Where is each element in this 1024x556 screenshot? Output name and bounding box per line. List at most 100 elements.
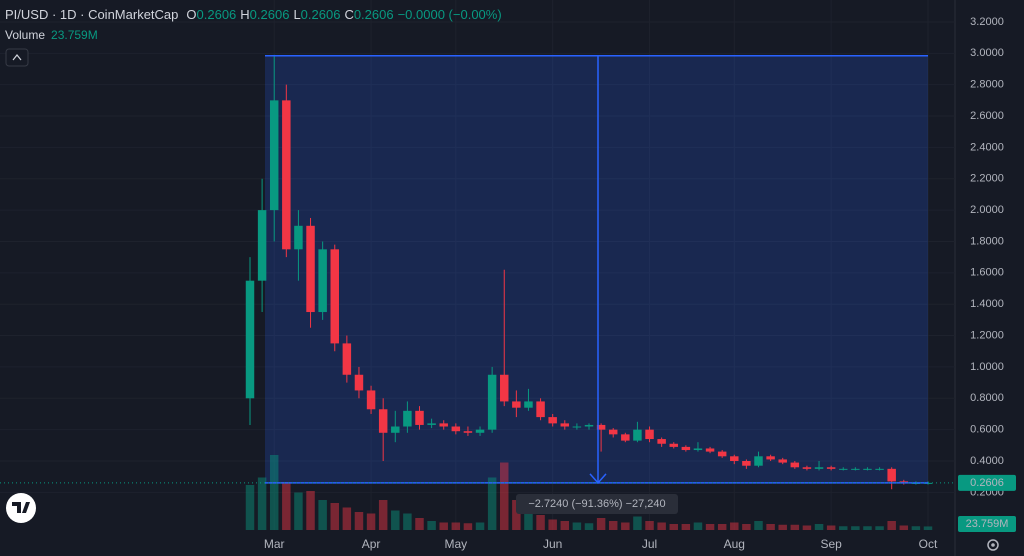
volume-bar [839,526,848,530]
candle-body [621,434,630,441]
y-tick-label: 1.0000 [970,361,1004,373]
volume-tag-label: 23.759M [966,518,1009,530]
volume-bar [923,526,933,530]
x-tick-label: Jul [642,537,657,551]
candle-body [536,401,545,418]
candle-body [730,456,739,462]
volume-value: 23.759M [51,28,98,42]
candle-body [790,462,800,468]
measure-arrow-head [589,473,607,484]
candle-body [802,467,812,469]
y-tick-label: 0.8000 [970,392,1004,404]
volume-bar [512,500,521,530]
ohlc-value: 0.2606 [354,7,394,22]
candle-body [451,426,461,432]
volume-bar [391,510,400,530]
candle-body [403,410,412,427]
volume-bar [633,516,642,530]
candle-body [645,429,654,440]
volume-bar [851,526,860,530]
volume-bar [439,522,448,530]
candle-body [282,100,291,250]
candle-body [366,390,376,410]
y-tick-label: 2.4000 [970,141,1004,153]
candle-body [863,468,872,470]
volume-bar [536,515,545,530]
candle-body [693,448,703,451]
candle-body [669,443,678,447]
collapse-button[interactable] [5,48,29,67]
volume-bar [378,500,388,530]
y-tick-label: 1.4000 [970,298,1004,310]
volume-bar [354,512,364,530]
volume-bar [681,524,691,530]
y-tick-label: 0.6000 [970,424,1004,436]
change: −0.0000 (−0.00%) [398,7,502,22]
volume-bar [487,477,497,530]
volume-bar [705,524,715,530]
y-tick-label: 1.6000 [970,267,1004,279]
candle-body [548,417,557,424]
legend: PI/USD · 1D · CoinMarketCap O0.2606 H0.260… [5,7,502,22]
gear[interactable] [987,539,999,551]
candle-body [778,459,787,463]
ohlc-key: C [344,7,353,22]
volume-bar [584,523,594,530]
collapse-box[interactable] [5,48,29,67]
volume-bar [475,522,485,530]
volume-legend: Volume 23.759M [5,28,98,42]
y-tick-label: 2.0000 [970,204,1004,216]
volume-bar [596,518,606,530]
y-tick-label: 1.8000 [970,235,1004,247]
volume-bar [754,521,763,530]
tv-logo[interactable] [6,493,36,523]
ohlc-value: 0.2606 [250,7,290,22]
volume-bar [766,524,775,530]
candle-body [318,249,327,313]
volume-bar [318,500,327,530]
collapse-icon [12,54,22,61]
x-tick-label: Oct [919,537,938,551]
candle-body [826,467,836,469]
volume-bar [403,513,412,530]
volume-bar [608,521,618,530]
volume-bar [887,521,896,530]
candle-body [717,451,727,457]
candle-body [342,343,352,375]
volume-bar [524,507,533,530]
y-tick-label: 2.6000 [970,110,1004,122]
volume-bar [657,522,666,530]
candle-body [887,468,896,482]
volume-bar [415,518,424,530]
volume-bar [875,526,884,530]
volume-bar [451,522,461,530]
price-tag [958,474,1016,491]
x-tick-label: Apr [362,537,381,551]
symbol: PI/USD · 1D · CoinMarketCap [5,7,178,22]
candle-body [742,461,751,466]
candle-body [839,468,848,470]
y-tick-label: 2.2000 [970,173,1004,185]
candle-body [766,456,775,460]
volume-bar [790,524,800,530]
candle-body [851,468,860,470]
volume-bar [282,482,291,530]
logo-mark [12,502,30,513]
candle-body [257,210,267,281]
settings[interactable] [987,539,999,551]
price-tag-label: 0.2606 [970,477,1004,489]
x-tick-label: Sep [820,537,842,551]
volume-bar [693,522,703,530]
volume-bar [645,521,654,530]
volume-bar [245,485,255,530]
candle-body [354,374,364,391]
candle-body [330,249,339,344]
volume-bar [742,524,751,530]
y-tick-label: 1.2000 [970,329,1004,341]
volume-bar [548,519,557,530]
volume-bar [899,525,909,530]
candle-body [500,374,509,402]
y-tick-label: 0.4000 [970,455,1004,467]
y-tick-label: 3.0000 [970,47,1004,59]
